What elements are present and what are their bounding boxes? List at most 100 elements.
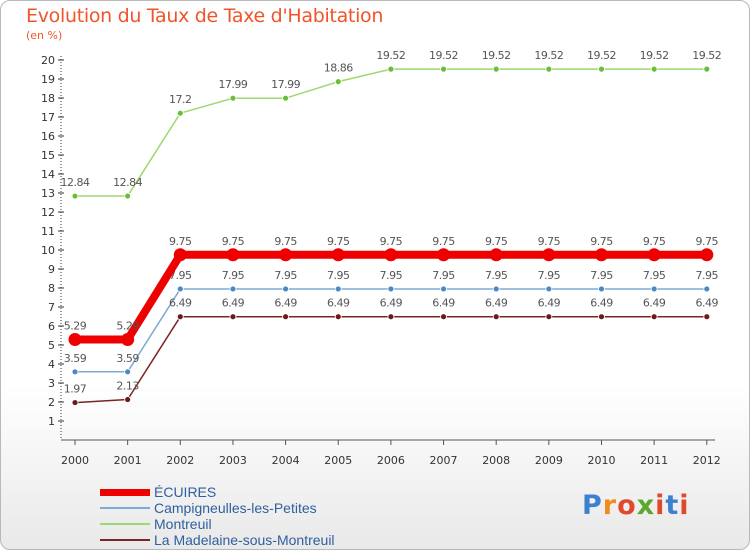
data-label-campigneulles-les-petites: 7.95 xyxy=(643,269,666,282)
data-label-la-madelaine-sous-montreuil: 6.49 xyxy=(696,297,719,310)
data-label-campigneulles-les-petites: 7.95 xyxy=(222,269,245,282)
data-label-la-madelaine-sous-montreuil: 6.49 xyxy=(327,297,350,310)
y-tick-label: 14 xyxy=(41,168,55,181)
data-label-la-madelaine-sous-montreuil: 6.49 xyxy=(169,297,192,310)
data-label-ecuires: 9.75 xyxy=(222,235,245,248)
x-tick-label: 2000 xyxy=(61,454,89,467)
data-point-campigneulles-les-petites xyxy=(176,285,184,293)
x-tick-label: 2010 xyxy=(588,454,616,467)
data-point-montreuil xyxy=(229,94,237,102)
legend-label: Montreuil xyxy=(154,516,212,532)
x-tick-label: 2008 xyxy=(482,454,510,467)
data-label-la-madelaine-sous-montreuil: 2.13 xyxy=(116,380,139,393)
data-point-ecuires xyxy=(173,248,187,262)
legend-swatch xyxy=(100,507,150,509)
data-label-montreuil: 19.52 xyxy=(640,49,669,62)
data-point-campigneulles-les-petites xyxy=(229,285,237,293)
y-tick-label: 11 xyxy=(41,225,55,238)
data-point-la-madelaine-sous-montreuil xyxy=(387,313,395,321)
data-point-ecuires xyxy=(595,248,608,262)
data-label-ecuires: 9.75 xyxy=(380,235,403,248)
data-point-ecuires xyxy=(489,248,503,262)
data-point-campigneulles-les-petites xyxy=(703,285,711,293)
x-tick-label: 2012 xyxy=(693,454,721,467)
data-label-campigneulles-les-petites: 3.59 xyxy=(116,352,139,365)
data-label-campigneulles-les-petites: 7.95 xyxy=(538,269,561,282)
y-tick-label: 6 xyxy=(48,320,55,333)
data-label-la-madelaine-sous-montreuil: 6.49 xyxy=(590,297,613,310)
data-point-ecuires xyxy=(542,248,556,262)
data-label-ecuires: 9.75 xyxy=(590,235,613,248)
chart-title: Evolution du Taux de Taxe d'Habitation xyxy=(26,5,384,27)
data-label-campigneulles-les-petites: 7.95 xyxy=(274,269,297,282)
legend-label: ÉCUIRES xyxy=(154,484,217,500)
data-point-ecuires xyxy=(121,332,135,346)
logo-letter: i xyxy=(679,490,690,521)
y-tick-label: 10 xyxy=(41,244,55,257)
data-label-ecuires: 9.75 xyxy=(169,235,192,248)
data-label-campigneulles-les-petites: 7.95 xyxy=(696,269,719,282)
data-label-campigneulles-les-petites: 7.95 xyxy=(327,269,350,282)
data-label-montreuil: 19.52 xyxy=(482,49,511,62)
data-label-la-madelaine-sous-montreuil: 6.49 xyxy=(222,297,245,310)
y-axis-unit: (en %) xyxy=(26,29,63,42)
x-tick-label: 2003 xyxy=(219,454,247,467)
data-point-la-madelaine-sous-montreuil xyxy=(598,313,605,321)
data-label-ecuires: 9.75 xyxy=(643,235,666,248)
x-tick-label: 2001 xyxy=(114,454,142,467)
legend-swatch xyxy=(100,488,150,496)
x-tick-label: 2011 xyxy=(640,454,668,467)
data-label-ecuires: 5.29 xyxy=(116,319,139,332)
data-point-campigneulles-les-petites xyxy=(492,285,500,293)
y-tick-label: 20 xyxy=(41,54,55,67)
data-label-campigneulles-les-petites: 7.95 xyxy=(380,269,403,282)
data-label-campigneulles-les-petites: 7.95 xyxy=(485,269,508,282)
data-label-la-madelaine-sous-montreuil: 6.49 xyxy=(432,297,455,310)
data-point-ecuires xyxy=(331,248,345,262)
y-tick-label: 12 xyxy=(41,206,55,219)
y-tick-label: 7 xyxy=(48,301,55,314)
data-point-ecuires xyxy=(437,248,451,262)
legend-item: La Madelaine-sous-Montreuil xyxy=(100,532,335,548)
data-point-la-madelaine-sous-montreuil xyxy=(229,313,237,321)
data-point-campigneulles-les-petites xyxy=(545,285,553,293)
y-tick-label: 17 xyxy=(41,111,55,124)
data-point-ecuires xyxy=(647,248,661,262)
data-point-la-madelaine-sous-montreuil xyxy=(124,396,132,403)
logo-letter: r xyxy=(602,490,618,521)
data-point-montreuil xyxy=(492,65,500,73)
y-tick-label: 2 xyxy=(48,396,55,409)
data-label-montreuil: 12.84 xyxy=(61,176,90,189)
data-label-montreuil: 17.2 xyxy=(169,93,192,106)
series-line-la-madelaine-sous-montreuil xyxy=(74,315,707,404)
legend-item: Montreuil xyxy=(100,516,335,532)
logo-letter: x xyxy=(636,490,656,521)
data-label-ecuires: 9.75 xyxy=(327,235,350,248)
data-point-ecuires xyxy=(226,248,240,262)
data-point-ecuires xyxy=(384,248,398,262)
data-label-ecuires: 9.75 xyxy=(538,235,561,248)
y-tick-label: 13 xyxy=(41,187,55,200)
data-label-montreuil: 19.52 xyxy=(376,49,405,62)
data-point-campigneulles-les-petites xyxy=(387,285,395,293)
data-label-ecuires: 9.75 xyxy=(485,235,508,248)
y-tick-label: 1 xyxy=(48,415,55,428)
data-point-la-madelaine-sous-montreuil xyxy=(176,313,184,321)
data-point-campigneulles-les-petites xyxy=(71,368,79,376)
data-point-montreuil xyxy=(334,78,342,86)
data-label-montreuil: 18.86 xyxy=(324,62,353,75)
data-point-campigneulles-les-petites xyxy=(440,285,447,293)
data-label-ecuires: 9.75 xyxy=(432,235,455,248)
data-point-campigneulles-les-petites xyxy=(650,285,658,293)
legend-swatch xyxy=(100,539,150,541)
data-label-ecuires: 5.29 xyxy=(64,319,87,332)
x-tick-label: 2009 xyxy=(535,454,563,467)
logo-letter: i xyxy=(655,490,666,521)
y-tick-label: 4 xyxy=(48,358,55,371)
y-tick-label: 18 xyxy=(41,92,55,105)
legend-item: ÉCUIRES xyxy=(100,484,335,500)
logo-letter: o xyxy=(617,490,637,521)
data-point-montreuil xyxy=(71,192,79,200)
data-label-montreuil: 19.52 xyxy=(429,49,458,62)
